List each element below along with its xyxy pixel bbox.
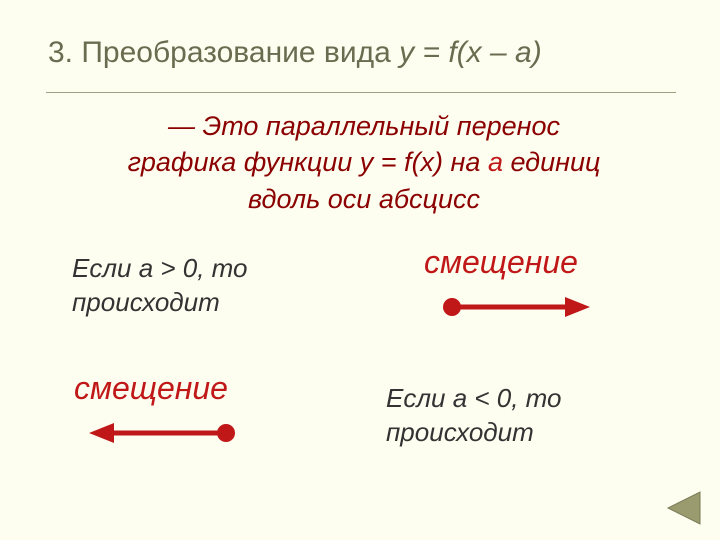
arrow-left-icon (86, 418, 246, 448)
title-formula: y = f(x – a) (399, 36, 542, 69)
condition1-line2: происходит (72, 287, 220, 317)
nav-back-button[interactable] (664, 490, 704, 526)
definition-line2-after: единиц (510, 147, 600, 177)
condition1-line1: Если а > 0, то (72, 253, 248, 283)
definition-line2-before: графика функции y = f(x) на (128, 147, 488, 177)
condition2-line1: Если а < 0, то (386, 383, 562, 413)
condition-negative: Если а < 0, то происходит (386, 382, 562, 450)
slide-title: 3. Преобразование вида y = f(x – a) (48, 36, 542, 70)
condition-positive: Если а > 0, то происходит (72, 252, 248, 320)
shift-left-label: смещение (74, 370, 228, 407)
shift-right-label: смещение (424, 244, 578, 281)
definition-line1: — Это параллельный перенос (168, 111, 560, 141)
definition-text: — Это параллельный перенос графика функц… (64, 108, 664, 217)
definition-line3: вдоль оси абсцисс (248, 184, 480, 214)
title-prefix: 3. Преобразование вида (48, 36, 399, 69)
condition2-line2: происходит (386, 417, 534, 447)
arrow-right-icon (440, 292, 600, 322)
title-underline (46, 92, 676, 93)
definition-a-letter: а (488, 147, 511, 177)
